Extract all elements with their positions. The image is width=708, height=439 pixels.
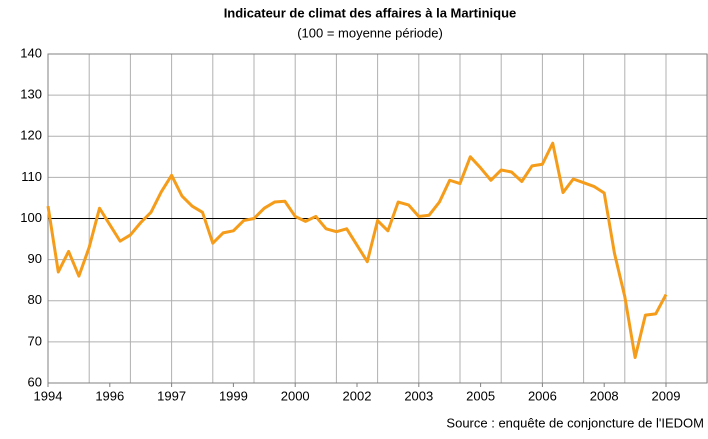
- y-tick-label: 140: [20, 45, 42, 60]
- x-tick-label: 2003: [404, 388, 433, 403]
- x-tick-label: 2000: [281, 388, 310, 403]
- x-tick-label: 2009: [652, 388, 681, 403]
- y-tick-label: 120: [20, 128, 42, 143]
- x-tick-label: 2008: [590, 388, 619, 403]
- y-tick-label: 100: [20, 210, 42, 225]
- y-tick-label: 70: [28, 333, 42, 348]
- x-tick-label: 2006: [528, 388, 557, 403]
- data-line: [46, 141, 668, 360]
- x-tick-label: 1994: [34, 388, 63, 403]
- y-tick-label: 130: [20, 87, 42, 102]
- source-note: Source : enquête de conjoncture de l'IED…: [446, 415, 704, 430]
- x-tick-label: 1997: [157, 388, 186, 403]
- x-tick-label: 1996: [95, 388, 124, 403]
- y-tick-label: 60: [28, 374, 42, 389]
- y-tick-label: 90: [28, 251, 42, 266]
- x-tick-label: 2002: [343, 388, 372, 403]
- x-tick-label: 1999: [219, 388, 248, 403]
- chart-title: Indicateur de climat des affaires à la M…: [224, 5, 517, 20]
- x-tick-label: 2005: [466, 388, 495, 403]
- chart-subtitle: (100 = moyenne période): [297, 25, 443, 40]
- y-tick-label: 80: [28, 292, 42, 307]
- y-tick-label: 110: [21, 169, 42, 184]
